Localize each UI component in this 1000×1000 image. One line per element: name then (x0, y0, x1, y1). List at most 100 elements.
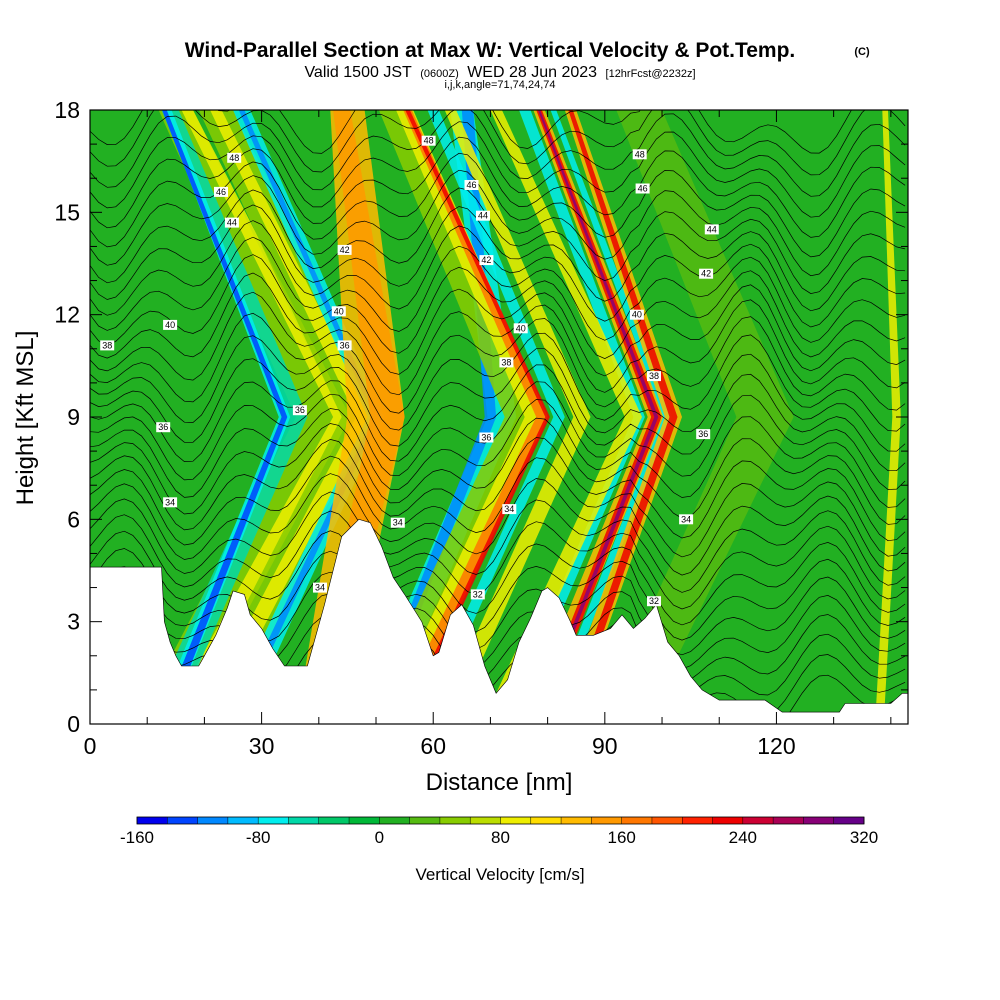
colorbar-swatch-21 (773, 817, 804, 824)
theta-label-text-4: 38 (102, 340, 112, 350)
theta-label-text-3: 40 (165, 320, 175, 330)
colorbar-tick-3: 80 (491, 828, 510, 847)
valid-time-jst: Valid 1500 JST (304, 64, 412, 81)
theta-label-26: 42 (699, 268, 714, 279)
theta-label-text-14: 40 (516, 323, 526, 333)
theta-label-6: 34 (163, 497, 178, 508)
terrain-mask (89, 518, 909, 725)
theta-label-28: 38 (647, 371, 661, 382)
theta-contour-10 (90, 473, 906, 576)
theta-contour-16 (90, 364, 906, 472)
theta-contour-14 (90, 399, 906, 508)
colorbar-swatch-19 (712, 817, 744, 824)
theta-label-11: 42 (479, 255, 494, 266)
theta-label-10: 42 (337, 244, 352, 255)
theta-contour-13 (90, 417, 906, 525)
x-tick-label-120: 120 (757, 733, 795, 759)
colorbar-tick-0: -160 (120, 828, 154, 847)
colorbar-swatch-0 (137, 817, 168, 824)
y-tick-label-12: 12 (54, 302, 80, 328)
theta-label-21: 32 (470, 589, 485, 600)
theta-label-18: 34 (502, 504, 517, 515)
theta-contour-24 (90, 220, 906, 328)
theta-label-text-17: 36 (481, 433, 491, 443)
theta-label-text-30: 34 (681, 514, 691, 524)
chart-title: Wind-Parallel Section at Max W: Vertical… (185, 39, 796, 62)
theta-label-text-24: 46 (638, 184, 648, 194)
colorbar-tick-4: 160 (608, 828, 636, 847)
velocity-band-25 (599, 110, 794, 724)
theta-label-text-5: 36 (158, 422, 168, 432)
velocity-band-2 (144, 110, 308, 724)
grid-indices: i,j,k,angle=71,74,24,74 (444, 79, 555, 91)
theta-contour-23 (90, 236, 906, 343)
y-tick-label-18: 18 (54, 97, 80, 123)
theta-label-text-18: 34 (504, 504, 514, 514)
colorbar-tick-1: -80 (246, 828, 271, 847)
colorbar-swatch-15 (591, 817, 622, 824)
copyright-mark: (C) (854, 46, 870, 58)
colorbar-swatch-5 (288, 817, 320, 824)
theta-label-text-2: 44 (227, 218, 237, 228)
colorbar-tick-2: 0 (375, 828, 384, 847)
colorbar-swatch-23 (833, 817, 865, 824)
theta-label-3: 40 (163, 319, 178, 330)
theta-label-15: 38 (499, 357, 514, 368)
theta-label-19: 34 (390, 517, 405, 528)
theta-contour-12 (90, 437, 906, 542)
theta-contour-27 (90, 169, 906, 277)
y-tick-label-3: 3 (67, 609, 80, 635)
theta-label-text-16: 36 (295, 405, 305, 415)
theta-label-text-7: 48 (424, 136, 434, 146)
velocity-band-17 (501, 110, 645, 724)
y-tick-label-9: 9 (67, 404, 80, 430)
theta-label-text-26: 42 (701, 269, 711, 279)
x-tick-label-30: 30 (249, 733, 275, 759)
colorbar-swatch-20 (742, 817, 774, 824)
theta-label-text-29: 36 (698, 429, 708, 439)
plot-area: 4846444038363448464442424036403836363434… (54, 97, 909, 759)
colorbar-swatch-2 (197, 817, 229, 824)
colorbar-swatch-6 (318, 817, 350, 824)
y-tick-label-0: 0 (67, 711, 80, 737)
y-axis-label: Height [Kft MSL] (12, 331, 39, 506)
colorbar-swatch-1 (167, 817, 198, 824)
colorbar-swatch-3 (227, 817, 259, 824)
colorbar-swatch-22 (803, 817, 835, 824)
theta-contour-21 (90, 272, 906, 377)
theta-label-20: 34 (313, 582, 327, 593)
x-tick-label-60: 60 (420, 733, 446, 759)
theta-label-text-10: 42 (340, 245, 350, 255)
theta-contour-6 (90, 548, 906, 641)
colorbar-swatch-8 (379, 817, 410, 824)
theta-contour-33 (90, 110, 852, 154)
theta-label-1: 46 (214, 186, 228, 197)
colorbar-swatch-14 (561, 817, 592, 824)
theta-label-text-28: 38 (649, 371, 659, 381)
theta-label-16: 36 (292, 405, 307, 416)
colorbar-swatch-9 (409, 817, 441, 824)
theta-label-0: 48 (227, 152, 242, 163)
theta-contour-32 (90, 110, 906, 176)
theta-label-text-22: 32 (649, 596, 659, 606)
theta-label-text-13: 36 (340, 340, 350, 350)
theta-label-text-21: 32 (473, 589, 483, 599)
theta-label-text-12: 40 (334, 306, 344, 316)
colorbar-swatch-4 (258, 817, 289, 824)
colorbar-swatch-7 (349, 817, 380, 824)
theta-label-13: 36 (337, 340, 352, 351)
theta-label-7: 48 (421, 135, 436, 146)
theta-label-text-1: 46 (216, 187, 226, 197)
theta-label-text-25: 44 (707, 224, 717, 234)
x-tick-label-0: 0 (84, 733, 97, 759)
theta-contour-8 (90, 510, 906, 610)
theta-label-text-9: 44 (478, 211, 488, 221)
theta-label-text-0: 48 (229, 153, 239, 163)
colorbar-tick-6: 320 (850, 828, 878, 847)
valid-time-z: (0600Z) (420, 68, 459, 80)
theta-label-5: 36 (156, 422, 171, 433)
x-axis-label: Distance [nm] (426, 769, 573, 796)
theta-contour-22 (90, 254, 906, 359)
